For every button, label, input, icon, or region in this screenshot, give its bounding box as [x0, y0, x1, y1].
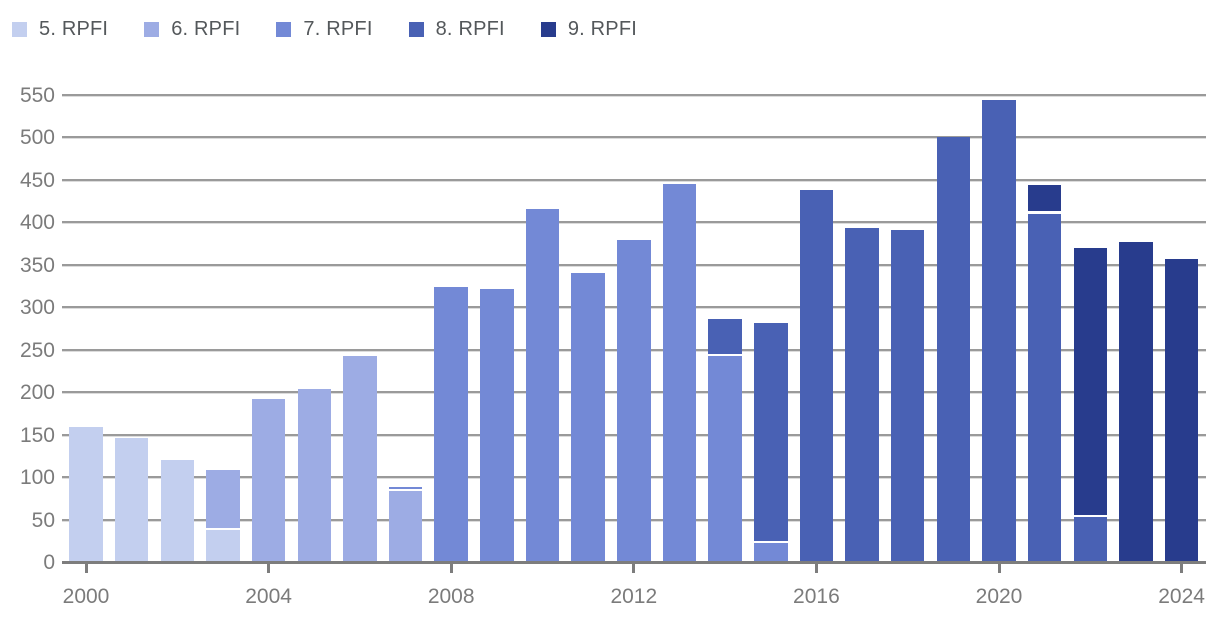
- bar-2014-7-rpfi[interactable]: [708, 356, 742, 562]
- legend-swatch-icon: [144, 22, 160, 37]
- x-tick-2000: [84, 564, 88, 573]
- bar-2003-6-rpfi[interactable]: [206, 470, 240, 530]
- legend-label: 8. RPFI: [435, 18, 505, 40]
- legend-item-6-rpfi[interactable]: 6. RPFI: [144, 18, 240, 41]
- bar-2024-9-rpfi[interactable]: [1164, 259, 1199, 562]
- x-axis-label-2000: 2000: [62, 585, 110, 608]
- bar-2015-8-rpfi[interactable]: [754, 323, 788, 544]
- bar-2007-6-rpfi[interactable]: [388, 491, 423, 562]
- y-axis-label-200: 200: [19, 381, 55, 404]
- bar-2007-7-rpfi[interactable]: [388, 487, 423, 492]
- bar-2002-5-rpfi[interactable]: [160, 460, 195, 562]
- legend-label: 9. RPFI: [567, 18, 638, 40]
- bar-2009-7-rpfi[interactable]: [480, 289, 514, 562]
- bar-2006-6-rpfi[interactable]: [343, 356, 377, 562]
- x-axis-label-2020: 2020: [975, 585, 1023, 608]
- legend-swatch-icon: [540, 22, 556, 37]
- bar-2022-8-rpfi[interactable]: [1073, 516, 1108, 562]
- bar-2013-7-rpfi[interactable]: [662, 183, 697, 562]
- y-axis-label-350: 350: [19, 253, 55, 277]
- x-tick-2008: [449, 564, 453, 573]
- bar-2008-7-rpfi[interactable]: [434, 287, 468, 562]
- y-axis-label-150: 150: [19, 423, 55, 447]
- legend-swatch-icon: [408, 22, 424, 37]
- chart-legend: 5. RPFI 6. RPFI 7. RPFI 8. RPFI 9. RPFI: [12, 18, 637, 41]
- bar-2005-6-rpfi[interactable]: [297, 388, 331, 562]
- bar-2003-5-rpfi[interactable]: [206, 529, 240, 562]
- x-tick-2024: [1180, 564, 1184, 573]
- x-tick-2012: [632, 564, 636, 573]
- x-tick-2004: [267, 564, 271, 573]
- y-axis-label-250: 250: [19, 338, 55, 362]
- bar-2016-8-rpfi[interactable]: [799, 189, 834, 562]
- gridline-y-400: [62, 221, 1206, 224]
- x-axis-label-2016: 2016: [793, 585, 840, 608]
- x-tick-2016: [814, 564, 818, 573]
- y-axis-label-0: 0: [43, 551, 55, 574]
- legend-label: 6. RPFI: [171, 18, 241, 40]
- bar-2022-9-rpfi[interactable]: [1073, 247, 1108, 517]
- y-axis-label-450: 450: [19, 168, 55, 192]
- y-axis-label-100: 100: [19, 466, 55, 489]
- gridline-y-550: [62, 93, 1206, 97]
- bar-2012-7-rpfi[interactable]: [617, 239, 651, 562]
- legend-item-7-rpfi[interactable]: 7. RPFI: [276, 18, 372, 41]
- legend-label: 5. RPFI: [39, 18, 109, 40]
- gridline-y-450: [62, 178, 1206, 182]
- legend-item-9-rpfi[interactable]: 9. RPFI: [540, 18, 638, 41]
- legend-item-8-rpfi[interactable]: 8. RPFI: [408, 18, 505, 41]
- bar-2021-9-rpfi[interactable]: [1027, 185, 1062, 214]
- y-axis-label-50: 50: [31, 508, 55, 532]
- bar-2015-7-rpfi[interactable]: [754, 543, 788, 562]
- x-axis-label-2012: 2012: [610, 585, 658, 608]
- x-axis-label-2024: 2024: [1158, 585, 1205, 608]
- bar-2004-6-rpfi[interactable]: [251, 398, 286, 562]
- bar-2014-8-rpfi[interactable]: [708, 318, 742, 357]
- legend-item-5-rpfi[interactable]: 5. RPFI: [12, 18, 108, 41]
- bar-2019-8-rpfi[interactable]: [936, 137, 971, 562]
- legend-label: 7. RPFI: [303, 18, 373, 40]
- bar-2011-7-rpfi[interactable]: [571, 273, 605, 562]
- bar-2020-8-rpfi[interactable]: [982, 100, 1016, 562]
- gridline-y-500: [62, 136, 1206, 139]
- y-axis-label-300: 300: [19, 296, 55, 319]
- bar-2017-8-rpfi[interactable]: [845, 227, 879, 562]
- bar-2018-8-rpfi[interactable]: [890, 229, 925, 562]
- legend-swatch-icon: [276, 22, 292, 37]
- bar-2010-7-rpfi[interactable]: [525, 209, 560, 562]
- y-axis-label-550: 550: [19, 83, 55, 107]
- x-tick-2020: [997, 564, 1001, 573]
- y-axis-label-500: 500: [19, 126, 55, 149]
- bar-2001-5-rpfi[interactable]: [114, 437, 149, 562]
- x-axis-line: [62, 561, 1206, 564]
- legend-swatch-icon: [12, 22, 27, 37]
- bar-2021-8-rpfi[interactable]: [1027, 213, 1062, 562]
- x-axis-label-2004: 2004: [245, 585, 292, 608]
- bar-2023-9-rpfi[interactable]: [1119, 242, 1153, 562]
- bar-2000-5-rpfi[interactable]: [69, 426, 103, 562]
- y-axis-label-400: 400: [19, 211, 55, 234]
- x-axis-label-2008: 2008: [427, 585, 475, 608]
